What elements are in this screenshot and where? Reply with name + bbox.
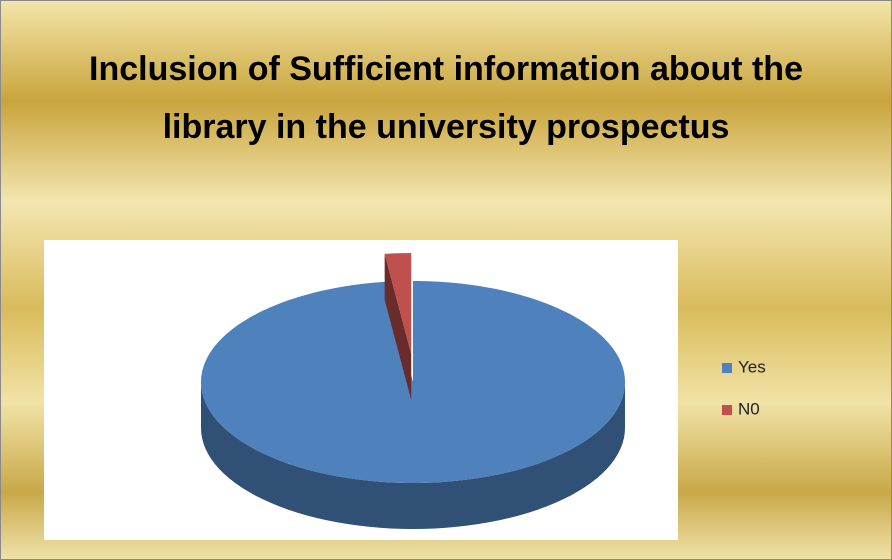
legend-swatch — [722, 405, 732, 415]
legend-label: Yes — [738, 357, 766, 376]
chart-title: Inclusion of Sufficient information abou… — [89, 50, 803, 146]
pie-slice — [201, 281, 625, 483]
pie-side — [201, 382, 625, 529]
legend-swatch — [722, 363, 732, 373]
legend-label: N0 — [738, 399, 760, 418]
pie-slice — [384, 253, 412, 355]
pie-cut-face — [384, 253, 412, 401]
